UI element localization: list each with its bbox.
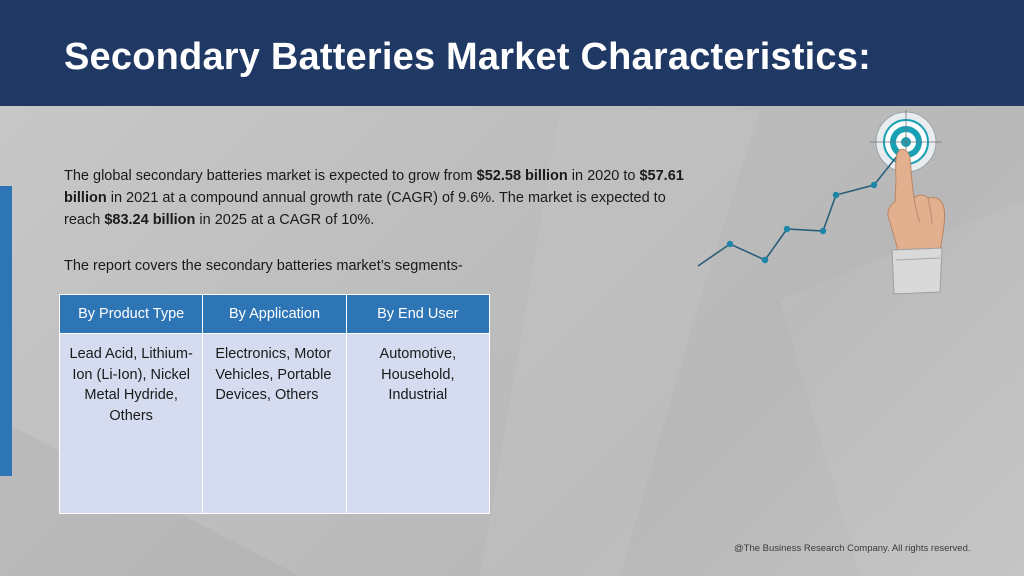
intro-text: in 2021 at a compound annual growth rate… xyxy=(64,190,666,228)
left-accent-bar xyxy=(0,186,12,476)
value-2025: $83.24 billion xyxy=(104,212,196,228)
segment-body: Automotive, Household, Industrial xyxy=(346,334,489,513)
growth-chart-target-hand-icon xyxy=(697,110,945,295)
segments-intro: The report covers the secondary batterie… xyxy=(64,258,463,274)
segment-header: By Application xyxy=(203,295,346,334)
segment-body: Lead Acid, Lithium-Ion (Li-Ion), Nickel … xyxy=(60,334,203,513)
intro-text: The global secondary batteries market is… xyxy=(64,168,477,184)
value-2021: $57.61 billion xyxy=(64,168,684,206)
footer-copyright: @The Business Research Company. All righ… xyxy=(734,543,971,554)
segment-header: By End User xyxy=(346,295,489,334)
intro-text: in 2020 to xyxy=(567,168,640,184)
segment-column-application: By Application Electronics, Motor Vehicl… xyxy=(203,295,347,513)
value-2020: $52.58 billion xyxy=(476,168,568,184)
segments-table: By Product Type Lead Acid, Lithium-Ion (… xyxy=(59,294,490,514)
intro-paragraph: The global secondary batteries market is… xyxy=(64,165,684,231)
intro-text: in 2025 at a CAGR of 10%. xyxy=(195,212,375,228)
header-bar: Secondary Batteries Market Characteristi… xyxy=(0,0,1024,106)
segment-column-product-type: By Product Type Lead Acid, Lithium-Ion (… xyxy=(60,295,204,513)
segment-body: Electronics, Motor Vehicles, Portable De… xyxy=(203,334,346,513)
page-title: Secondary Batteries Market Characteristi… xyxy=(64,36,871,78)
segment-header: By Product Type xyxy=(60,295,203,334)
segment-column-end-user: By End User Automotive, Household, Indus… xyxy=(346,295,489,513)
